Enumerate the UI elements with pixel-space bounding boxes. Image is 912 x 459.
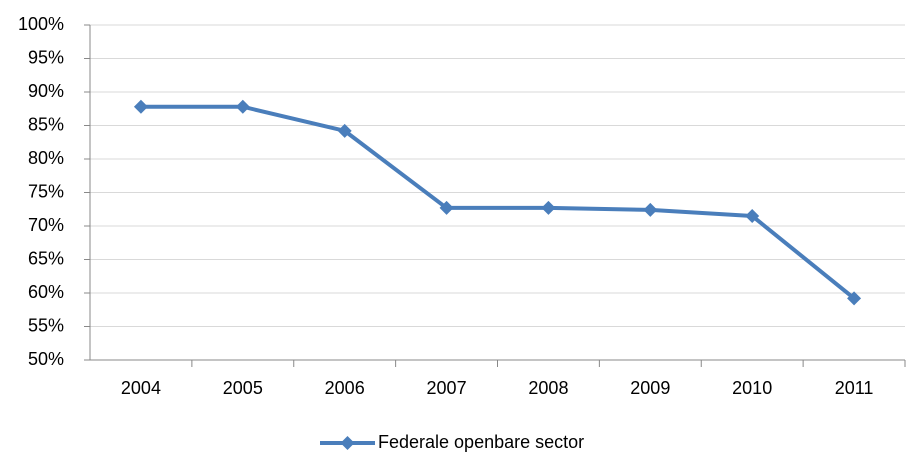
x-tick-label: 2009 — [630, 378, 670, 398]
point-marker — [541, 200, 556, 215]
point-marker — [847, 291, 862, 306]
y-tick-label: 65% — [28, 248, 64, 268]
x-tick-label: 2005 — [223, 378, 263, 398]
point-marker — [235, 99, 250, 114]
x-tick-label: 2004 — [121, 378, 161, 398]
y-tick-label: 50% — [28, 349, 64, 369]
point-marker — [337, 123, 352, 138]
point-marker — [133, 99, 148, 114]
y-tick-label: 75% — [28, 181, 64, 201]
y-tick-label: 60% — [28, 282, 64, 302]
y-tick-label: 90% — [28, 81, 64, 101]
series-line — [140, 104, 856, 300]
y-tick-label: 100% — [18, 14, 64, 34]
y-tick-label: 70% — [28, 215, 64, 235]
x-tick-label: 2011 — [835, 378, 874, 398]
point-marker — [439, 200, 454, 215]
point-marker — [745, 208, 760, 223]
y-tick-label: 95% — [28, 47, 64, 67]
point-marker — [643, 202, 658, 217]
x-tick-label: 2007 — [427, 378, 467, 398]
x-tick-label: 2006 — [325, 378, 365, 398]
y-tick-label: 85% — [28, 114, 64, 134]
x-tick-label: 2008 — [528, 378, 568, 398]
y-tick-label: 55% — [28, 315, 64, 335]
x-tick-label: 2010 — [732, 378, 772, 398]
legend-marker — [340, 436, 355, 450]
y-tick-label: 80% — [28, 148, 64, 168]
legend-label: Federale openbare sector — [378, 432, 584, 452]
